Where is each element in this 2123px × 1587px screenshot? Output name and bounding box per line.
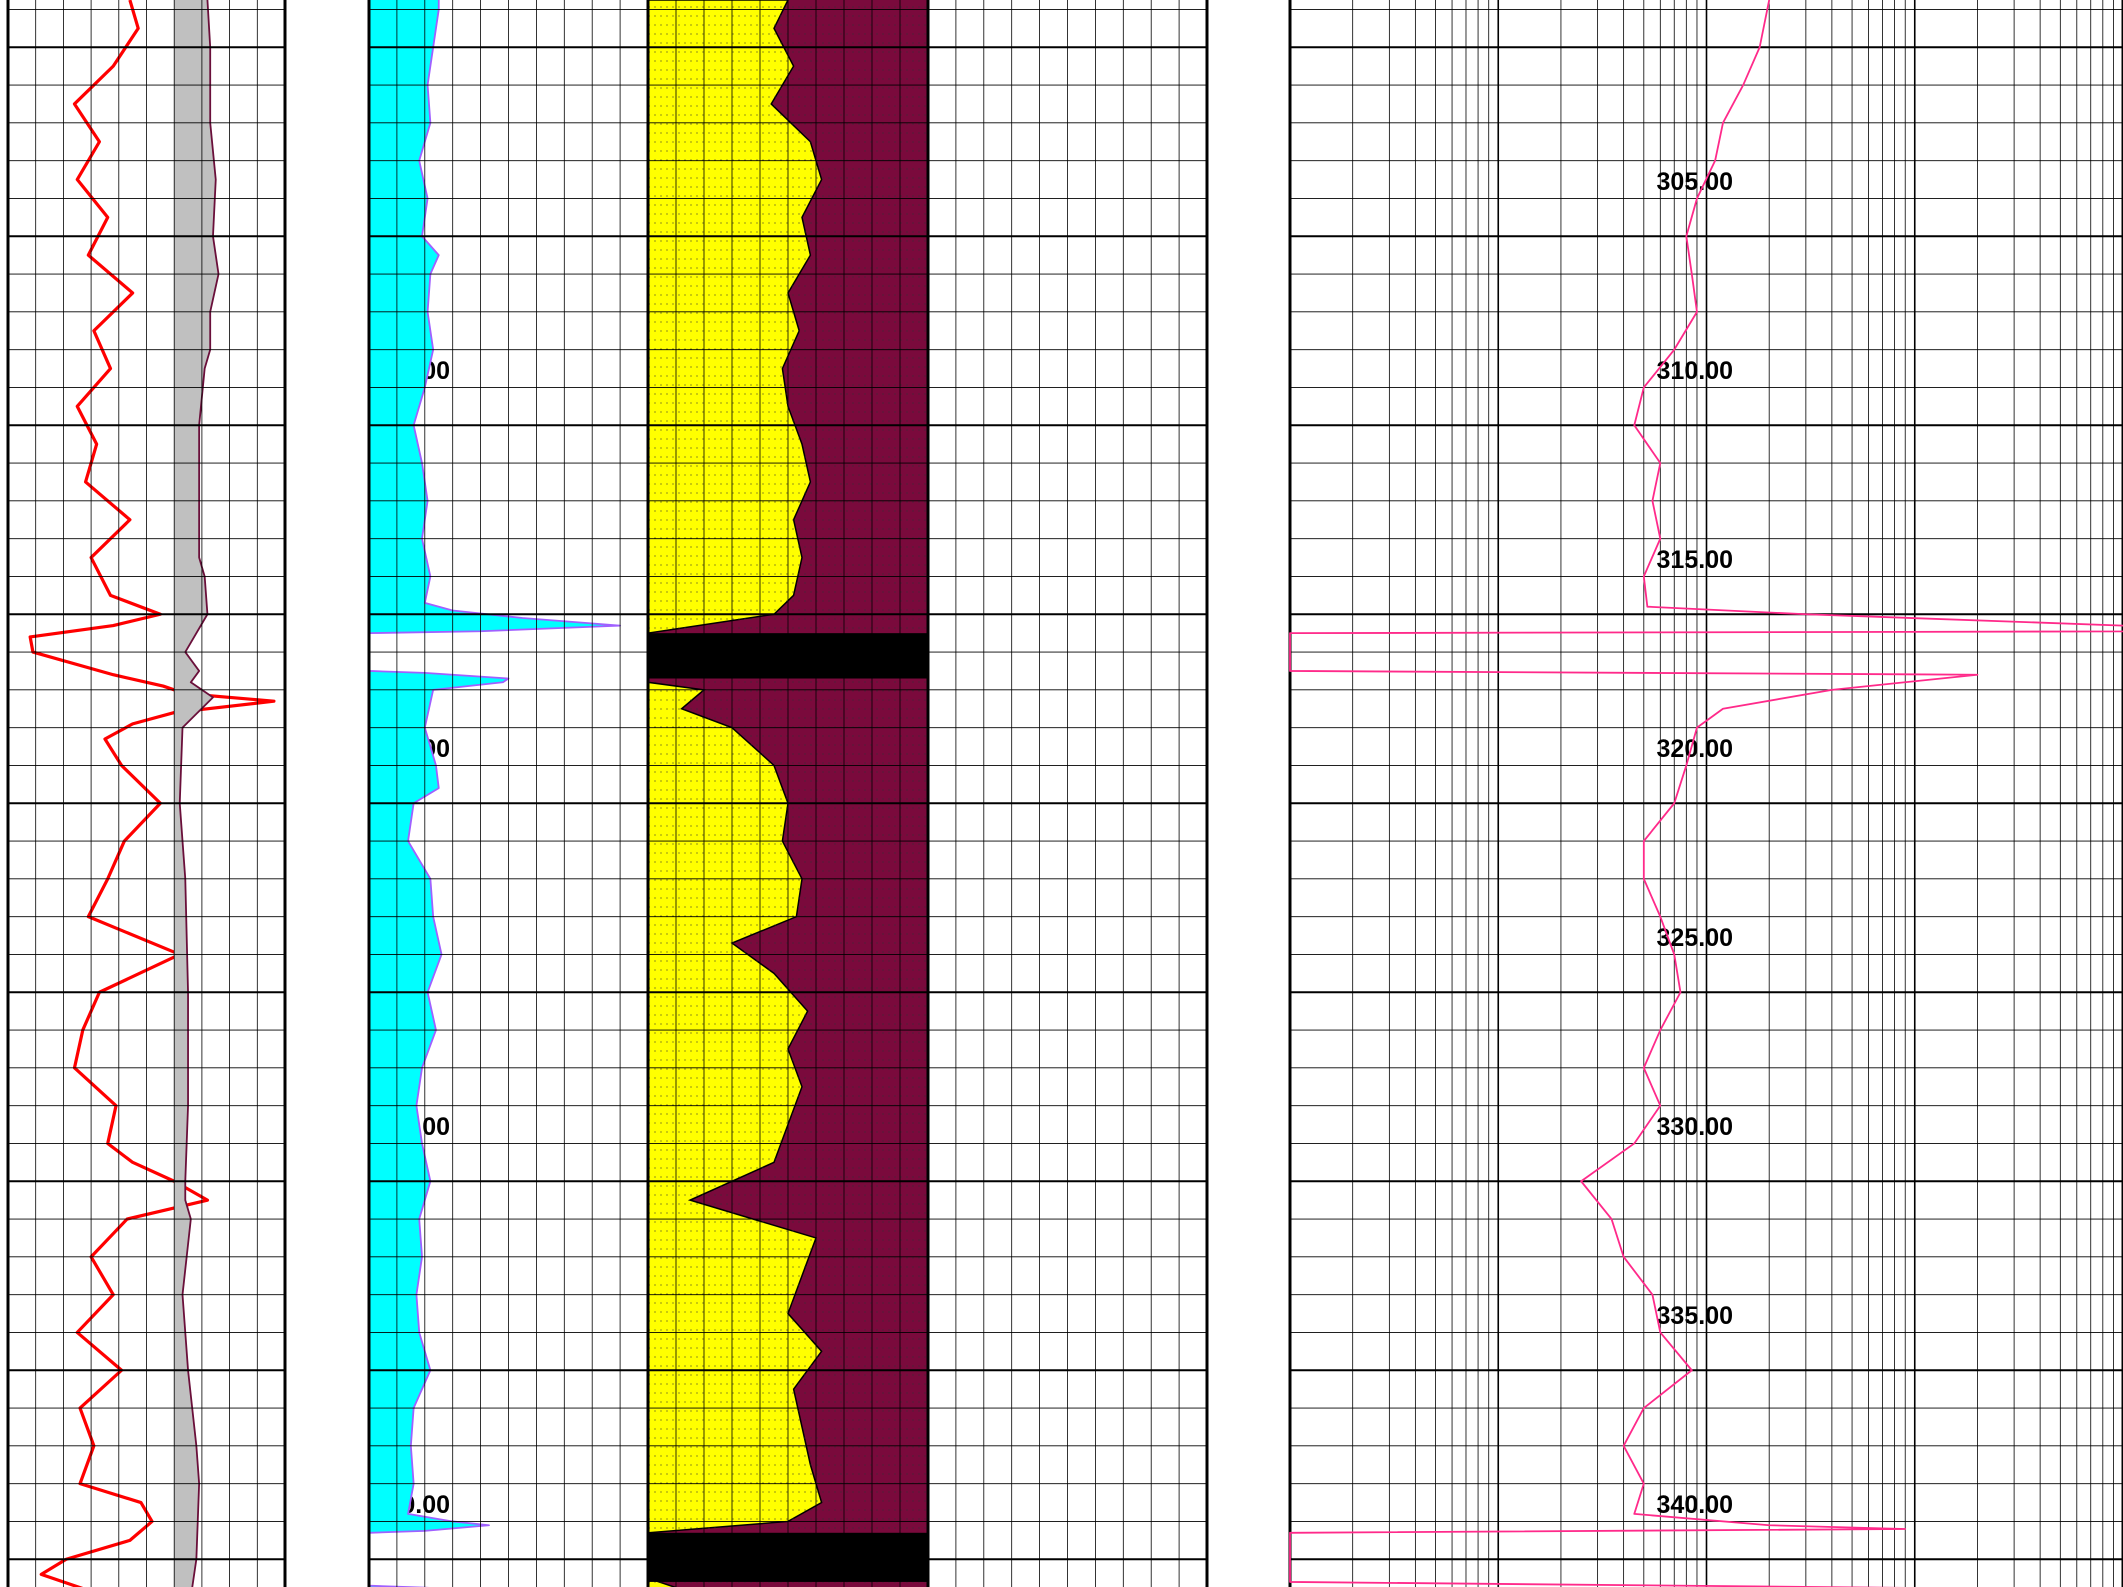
depth-tick-label: 320.00	[1657, 735, 1733, 763]
track-2-panel	[367, 0, 650, 1587]
track-grid	[1288, 0, 2123, 1587]
track-curves	[1289, 0, 2123, 1587]
depth-tick-label: 340.00	[1657, 1491, 1733, 1519]
depth-tick-label: 325.00	[1657, 924, 1733, 952]
track-5-panel	[1288, 0, 2123, 1587]
track-curves	[368, 0, 621, 1587]
log-curve	[1289, 0, 2123, 1587]
curve-fill	[369, 0, 621, 1587]
depth-tick-label: 335.00	[1657, 1302, 1733, 1330]
track-4-panel	[926, 0, 1209, 1587]
track-grid	[926, 0, 1209, 1587]
track-curves	[28, 0, 276, 1587]
log-curve	[178, 0, 220, 1587]
track-3-panel	[646, 0, 930, 1587]
depth-tick-label: 315.00	[1657, 546, 1733, 574]
depth-tick-label: 330.00	[1657, 1113, 1733, 1141]
log-curve	[368, 0, 621, 1587]
depth-tick-label: 305.00	[1657, 168, 1733, 196]
track-1-panel	[6, 0, 287, 1587]
track-grid	[6, 0, 287, 1587]
depth-label-column-right: 305.00 310.00 315.00 320.00 325.00 330.0…	[1657, 168, 1733, 1519]
log-curve	[28, 0, 276, 1587]
depth-tick-label: 310.00	[1657, 357, 1733, 385]
